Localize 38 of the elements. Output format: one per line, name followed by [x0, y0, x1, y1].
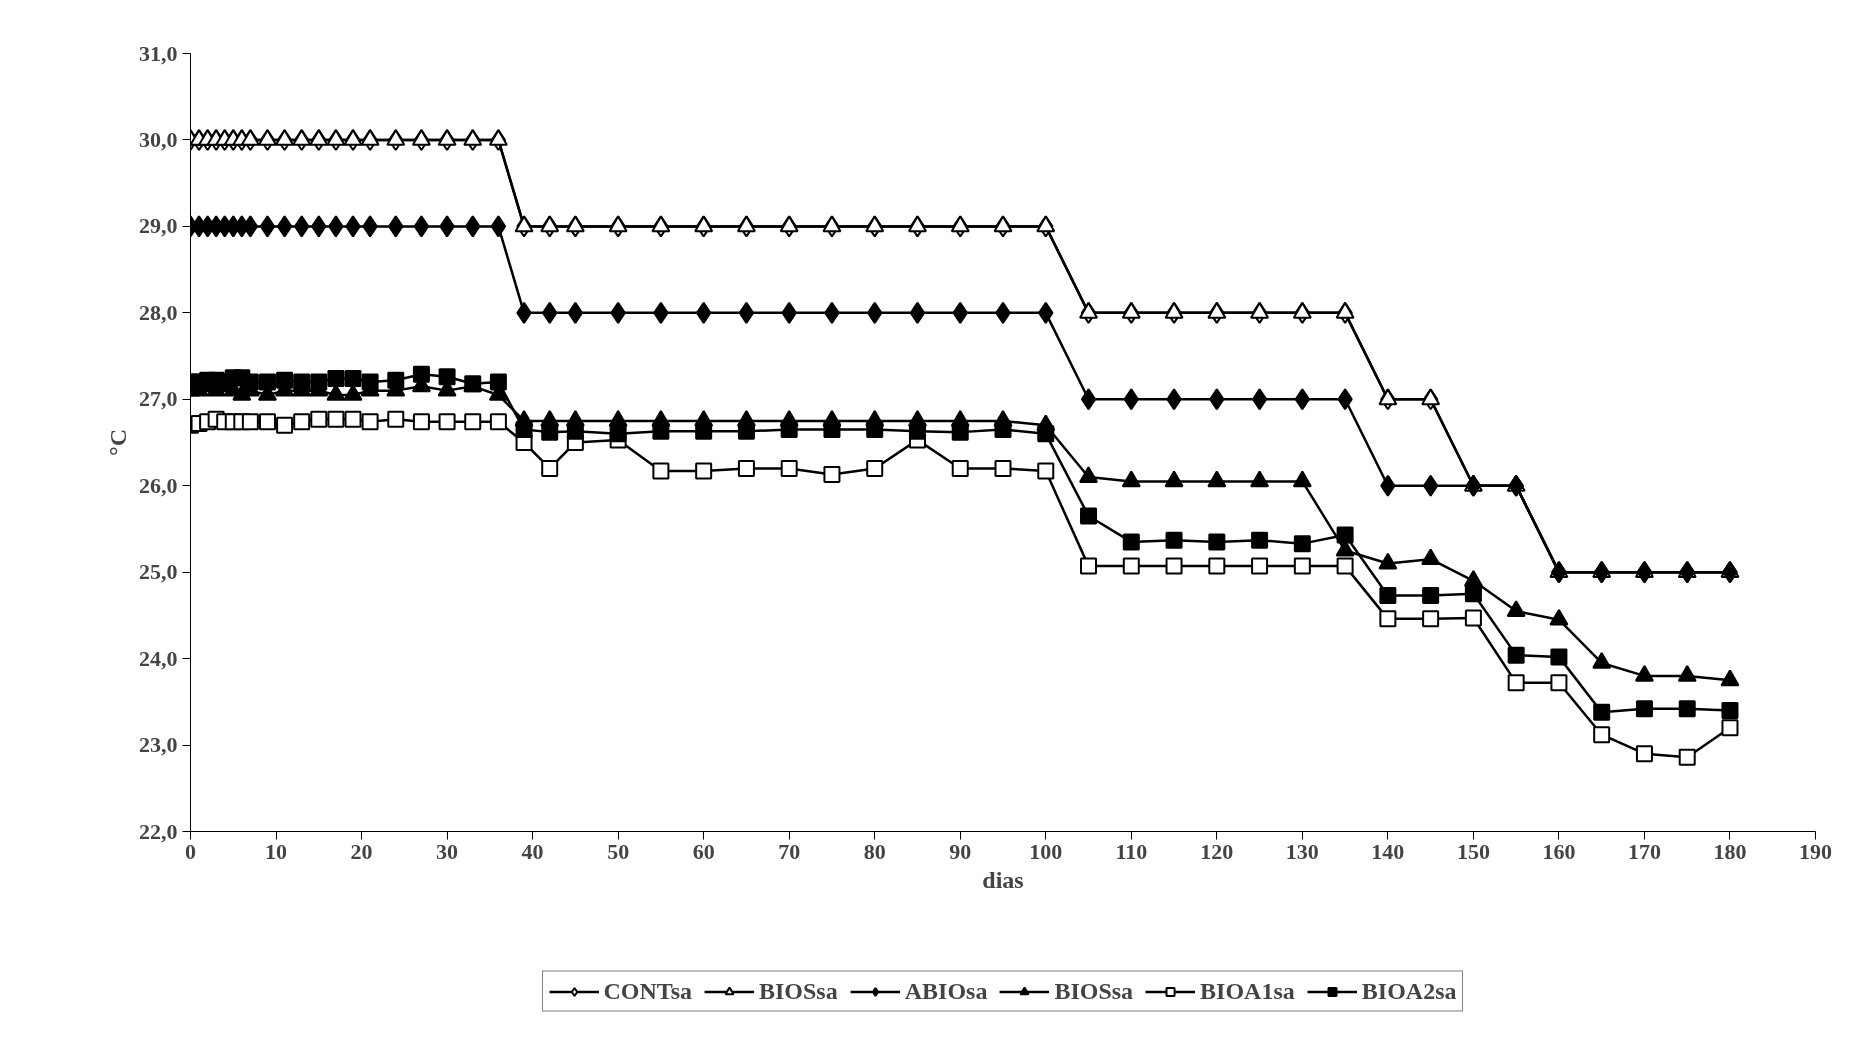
- x-tick-label: 180: [1713, 838, 1747, 864]
- x-tick-label: 80: [863, 838, 886, 864]
- x-tick-label: 110: [1115, 838, 1148, 864]
- x-tick-label: 60: [692, 838, 715, 864]
- x-tick-label: 120: [1200, 838, 1234, 864]
- x-tick-label: 190: [1799, 838, 1832, 864]
- x-tick-label: 100: [1029, 838, 1063, 864]
- y-tick-label: 27,0: [139, 386, 178, 412]
- x-tick-label: 90: [949, 838, 972, 864]
- x-tick-label: 140: [1371, 838, 1405, 864]
- x-tick-label: 150: [1456, 838, 1490, 864]
- legend-label: BIOSsa: [1054, 977, 1134, 1005]
- y-tick-label: 26,0: [139, 472, 178, 498]
- x-tick-label: 40: [521, 838, 544, 864]
- y-axis-title: °C: [105, 429, 131, 456]
- y-tick-label: 25,0: [139, 559, 178, 585]
- y-tick-label: 31,0: [139, 40, 178, 66]
- x-tick-label: 170: [1627, 838, 1661, 864]
- y-tick-label: 30,0: [139, 126, 178, 152]
- x-tick-label: 70: [778, 838, 801, 864]
- y-tick-label: 24,0: [139, 645, 178, 671]
- legend-label: BIOSsa: [759, 977, 838, 1005]
- y-tick-label: 22,0: [139, 818, 178, 844]
- x-tick-label: 50: [607, 838, 630, 864]
- y-tick-label: 23,0: [139, 732, 178, 758]
- x-tick-label: 10: [265, 838, 288, 864]
- legend-label: BIOA2sa: [1361, 977, 1457, 1005]
- x-tick-label: 130: [1285, 838, 1319, 864]
- legend-label: ABIOsa: [904, 977, 988, 1005]
- x-axis-title: dias: [982, 866, 1024, 893]
- x-tick-label: 30: [436, 838, 459, 864]
- y-tick-label: 29,0: [139, 213, 178, 239]
- legend-label: BIOA1sa: [1200, 977, 1295, 1005]
- y-tick-label: 28,0: [139, 299, 178, 325]
- x-tick-label: 20: [350, 838, 373, 864]
- legend-label: CONTsa: [603, 977, 693, 1005]
- x-tick-label: 0: [185, 838, 196, 864]
- x-tick-label: 160: [1542, 838, 1576, 864]
